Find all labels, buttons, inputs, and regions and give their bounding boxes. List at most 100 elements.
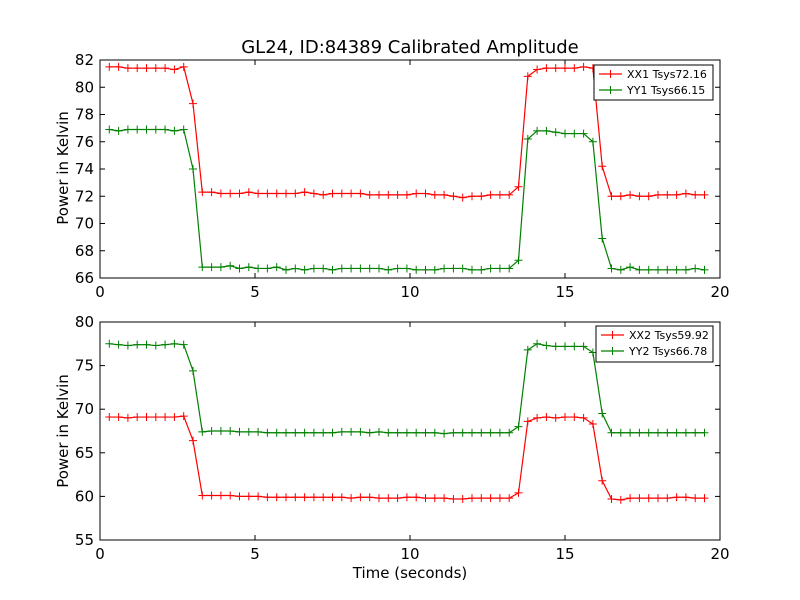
bottom-series-1-markers [105,412,709,504]
bottom-series-1-point [393,494,402,503]
bottom-series-2-point [309,428,318,437]
top-series-1-point [616,192,625,201]
top-series-2-point [328,265,337,274]
bottom-series-1-point [477,494,486,503]
bottom-xtick-label: 10 [400,545,419,563]
top-series-1-point [375,190,383,199]
bottom-series-1-point [421,494,430,503]
top-series-1-point [328,189,337,198]
top-series-1-point [356,189,365,198]
bottom-series-1-point [226,491,235,500]
top-series-2-point [644,265,653,274]
top-xtick-label: 10 [400,283,419,301]
bottom-series-1-point [282,493,290,502]
top-series-1-point [440,190,449,199]
top-series-1-point [263,189,272,198]
bottom-series-2-point [393,428,402,437]
top-series-2-point [123,125,132,134]
bottom-series-2-point [635,428,644,437]
top-ytick-label: 68 [75,242,94,260]
bottom-series-2-point [477,428,486,437]
bottom-series-2-point [412,428,421,437]
bottom-series-2-point [449,428,458,437]
top-axes-frame [99,59,721,279]
bottom-series-2-point [337,427,346,436]
top-series-1-point [309,189,318,198]
top-series-2-point [561,129,569,138]
bottom-series-2-point [244,427,253,436]
top-series-1-point [495,190,504,199]
bottom-series-1-point [495,494,504,503]
top-series-2-point [309,264,318,273]
top-series-1-point [198,188,207,197]
bottom-series-2-point [402,428,411,437]
bottom-series-1-point [151,413,160,422]
bottom-series-2-point [430,428,439,437]
bottom-series-2-point [161,340,170,349]
top-series-2-point [105,125,114,134]
bottom-series-1-point [700,494,709,503]
bottom-series-2-point [235,427,244,436]
bottom-series-1-point [430,494,439,503]
top-series-1-point [421,189,430,198]
top-series-2-point [616,265,625,274]
top-series-2-point [189,165,197,173]
top-series-1-point [142,64,151,73]
bottom-series-2-point [626,428,635,437]
bottom-series-2-point [691,428,700,437]
top-series-2-point [142,125,151,134]
bottom-series-1-point [468,494,476,503]
bottom-series-1-point [579,413,588,422]
bottom-series-1-point [179,412,188,421]
bottom-ytick-label: 55 [75,531,94,549]
bottom-series-2-point [189,366,197,375]
top-series-2-point [244,263,253,272]
bottom-series-1-point [123,413,132,422]
bottom-legend-box [595,325,714,363]
top-series-2-point [133,125,142,134]
top-series-1-point [654,190,662,199]
top-series-2-markers [105,125,709,274]
bottom-series-2-point [421,428,430,437]
bottom-series-2-point [198,427,207,436]
top-series-1-point [561,64,569,73]
top-ytick-label: 66 [75,269,94,287]
top-series-1-point [235,189,244,198]
bottom-series-1-point [291,493,300,502]
top-series-2-point [263,264,272,273]
top-series-1-point [347,189,356,198]
bottom-series-1-point [672,493,681,502]
bottom-series-1-point [105,413,114,422]
top-series-2-point [691,264,700,273]
bottom-xtick-label: 5 [250,545,260,563]
bottom-series-1-point [561,413,569,422]
bottom-ytick-label: 80 [75,313,94,331]
top-series-2-point [393,264,402,273]
top-series-2-point [337,264,346,273]
top-series-2-point [523,135,532,144]
chart-title: GL24, ID:84389 Calibrated Amplitude [241,37,579,58]
top-series-2-point [514,256,523,265]
top-series-2-point [533,126,542,135]
top-series-2-point [477,265,486,274]
top-series-2-point [365,264,374,273]
top-series-1-point [254,189,263,198]
bottom-series-2-point [216,427,225,435]
top-legend: XX1 Tsys72.16 YY1 Tsys66.15 [593,64,714,101]
bottom-series-2-point [384,428,393,437]
bottom-series-1-point [356,493,365,502]
top-series-1-point [449,192,458,201]
top-ytick-label: 80 [75,78,94,96]
top-series-1-point [486,190,495,199]
bottom-series-2-point [105,339,114,348]
bottom-series-2-point [356,427,365,436]
bottom-series-1-point [626,494,635,503]
bottom-series-2-point [654,428,662,437]
top-panel: Power in Kelvin 0 5 10 15 20 66 68 70 72 74 76 78 80… [54,51,730,301]
bottom-series-2-point [123,341,132,350]
top-series-1-point [542,64,551,73]
top-series-1-point [300,188,309,197]
top-series-2-point [654,265,662,274]
top-series-2-point [458,264,467,273]
top-series-2-point [505,264,514,273]
